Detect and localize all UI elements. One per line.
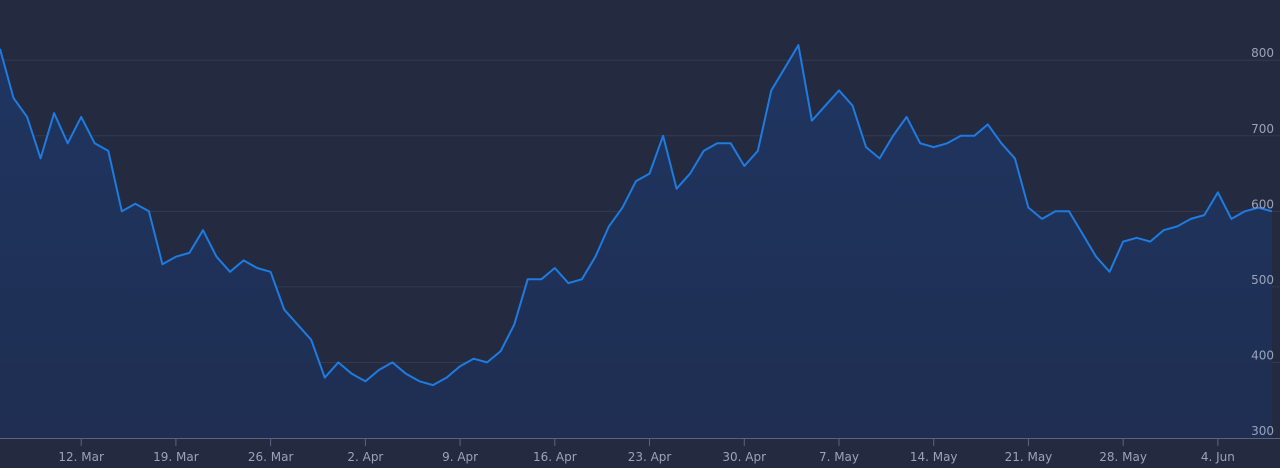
series-area xyxy=(0,45,1272,438)
y-axis-labels: 300 400 500 600 700 800 xyxy=(1251,46,1274,438)
x-tick-label: 30. Apr xyxy=(722,450,766,464)
y-tick-label: 700 xyxy=(1251,122,1274,136)
x-axis-labels: 12. Mar 19. Mar 26. Mar 2. Apr 9. Apr 16. Apr… xyxy=(58,450,1234,464)
x-tick-label: 19. Mar xyxy=(153,450,199,464)
x-tick-label: 21. May xyxy=(1005,450,1053,464)
x-tick-label: 4. Jun xyxy=(1201,450,1235,464)
x-tick-label: 2. Apr xyxy=(347,450,383,464)
x-axis xyxy=(0,438,1280,446)
y-tick-label: 600 xyxy=(1251,197,1274,211)
x-tick-label: 9. Apr xyxy=(442,450,478,464)
x-tick-label: 26. Mar xyxy=(248,450,294,464)
x-tick-label: 28. May xyxy=(1099,450,1147,464)
area-layer xyxy=(0,44,1273,438)
x-tick-label: 12. Mar xyxy=(58,450,104,464)
y-tick-label: 300 xyxy=(1251,424,1274,438)
y-tick-label: 500 xyxy=(1251,273,1274,287)
x-tick-label: 7. May xyxy=(819,450,859,464)
series-line xyxy=(0,44,1273,387)
x-tick-label: 16. Apr xyxy=(533,450,577,464)
x-tick-label: 14. May xyxy=(910,450,958,464)
y-tick-label: 400 xyxy=(1251,348,1274,362)
x-tick-label: 23. Apr xyxy=(628,450,672,464)
y-tick-label: 800 xyxy=(1251,46,1274,60)
